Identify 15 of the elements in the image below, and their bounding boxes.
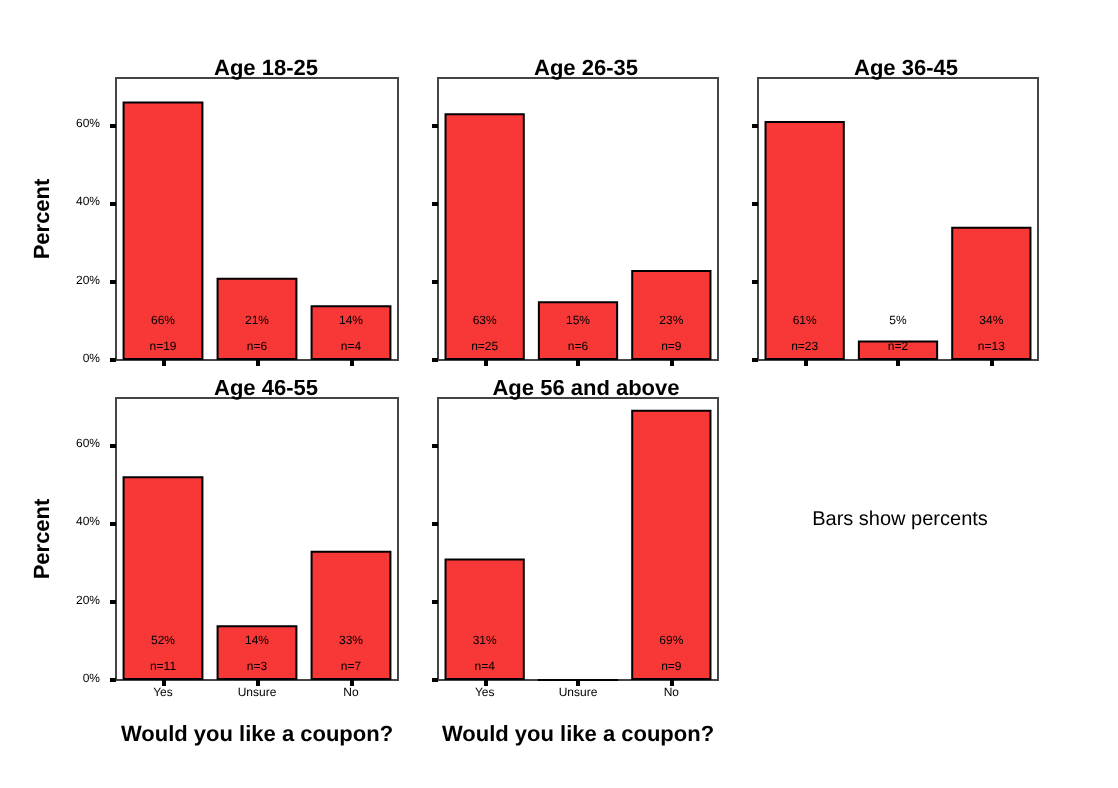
y-axis-title: Percent <box>31 177 56 260</box>
bar <box>216 277 298 360</box>
bar <box>122 101 204 360</box>
chart-title: Age 26-35 <box>534 57 638 81</box>
bar <box>310 305 392 360</box>
y-axis-title: Percent <box>31 497 56 580</box>
x-axis-title: Would you like a coupon? <box>120 723 394 747</box>
chart-title: Age 36-45 <box>854 57 958 81</box>
bar <box>216 625 298 680</box>
bar <box>122 476 204 680</box>
chart-title: Age 46-55 <box>214 377 318 401</box>
text: Bars show percents <box>812 509 988 531</box>
x-axis-title: Would you like a coupon? <box>441 723 715 747</box>
chart-title: Age 18-25 <box>214 57 318 81</box>
bar <box>310 550 392 680</box>
